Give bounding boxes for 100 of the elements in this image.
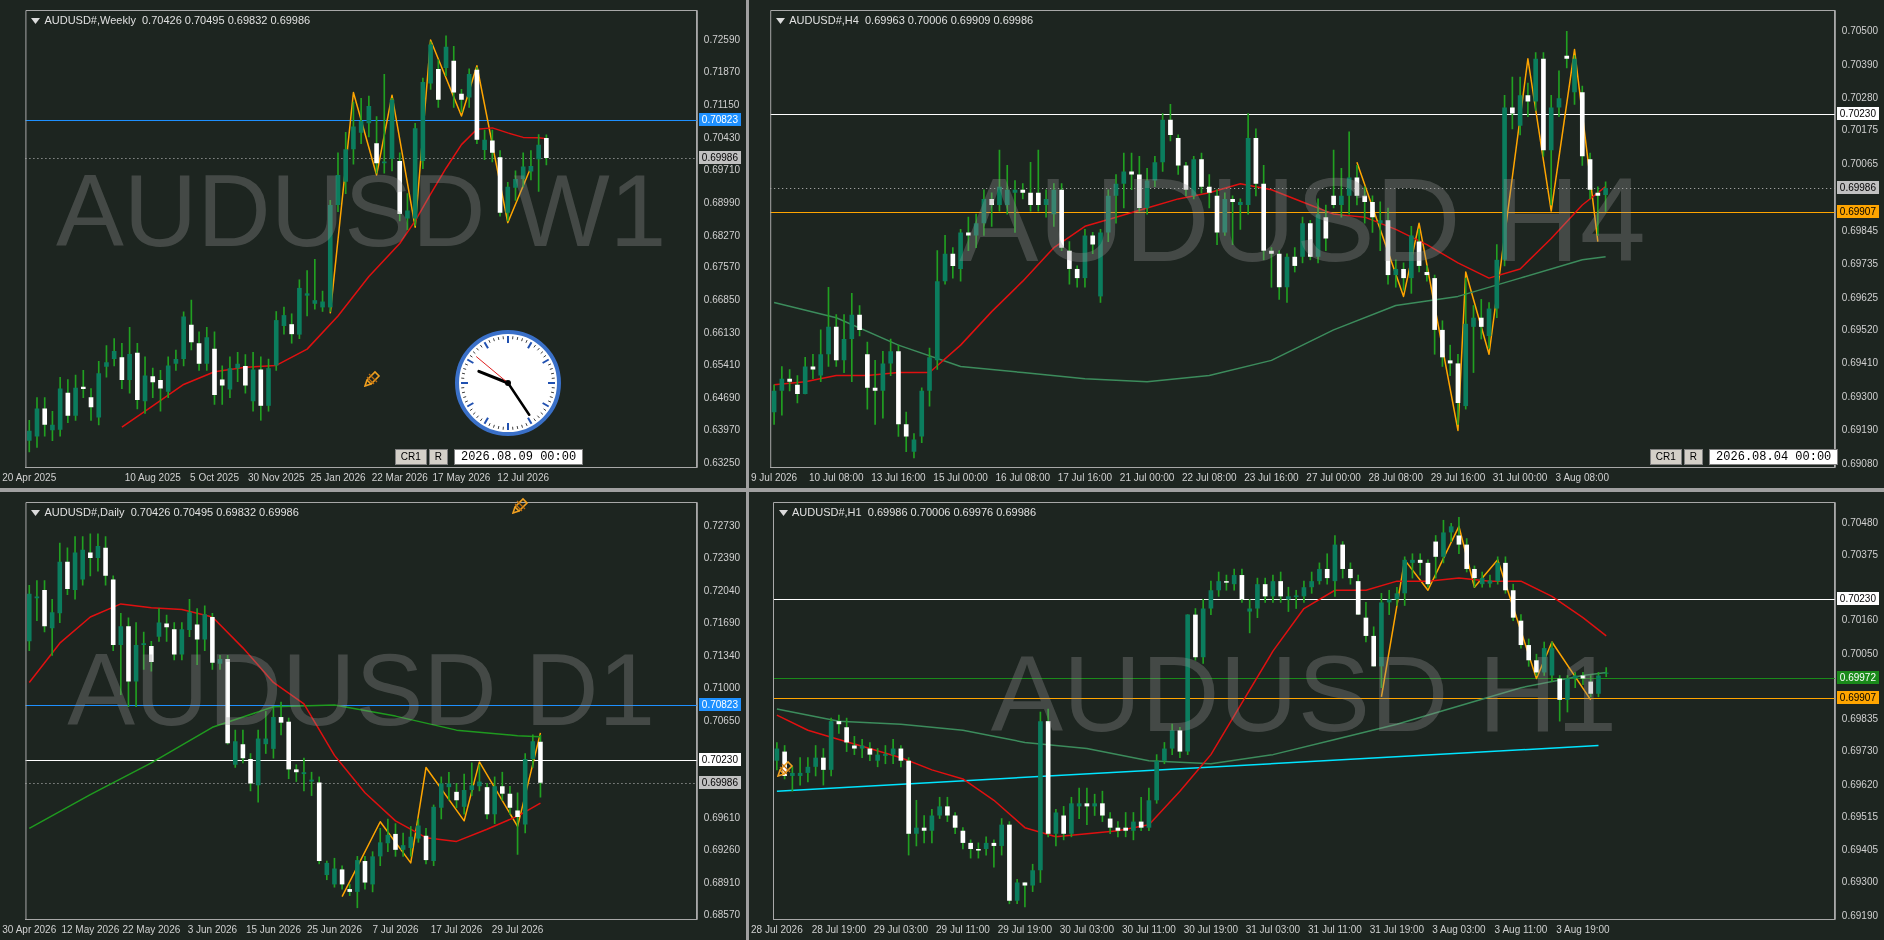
y-tick-label: 0.71340 [703,650,741,662]
y-tick-label: 0.66850 [703,293,741,305]
chart-title: AUDUSD#,Daily 0.70426 0.70495 0.69832 0.69986 [44,506,299,518]
candlestick [347,884,352,896]
y-tick-label: 0.69610 [703,811,741,823]
y-tick-label: 0.69845 [1841,224,1879,236]
y-tick-label: 0.69190 [1841,909,1879,921]
y-tick-label: 0.70280 [1841,92,1879,104]
y-tick-label: 0.65410 [703,359,741,371]
y-tick-label: 0.69835 [1841,713,1879,725]
x-tick-label: 9 Jul 2026 [751,471,798,483]
candlestick [1386,589,1392,615]
x-tick-label: 16 Jul 08:00 [995,471,1051,483]
x-tick-label: 17 May 2026 [432,471,491,483]
y-tick-label: 0.63970 [703,424,741,436]
ref-line-label: 0.70230 [698,753,741,767]
x-tick-label: 21 Jul 00:00 [1119,471,1175,483]
y-tick-label: 0.71000 [703,681,741,693]
chart-title: AUDUSD#,H1 0.69986 0.70006 0.69976 0.69986 [792,506,1037,518]
candlestick [150,367,156,398]
x-tick-label: 30 Jul 03:00 [1059,923,1115,935]
ref-line-label: 0.69986 [698,775,741,789]
candlestick [294,764,299,782]
y-tick-label: 0.70160 [1841,614,1879,626]
y-tick-label: 0.71870 [703,66,741,78]
y-tick-label: 0.70500 [1841,25,1879,37]
y-tick-label: 0.69735 [1841,258,1879,270]
chart-title: AUDUSD#,H4 0.69963 0.70006 0.69909 0.69986 [789,14,1034,26]
y-tick-label: 0.69710 [703,164,741,176]
y-tick-label: 0.69410 [1841,357,1879,369]
x-tick-label: 3 Aug 08:00 [1555,471,1610,483]
y-tick-label: 0.68910 [703,877,741,889]
y-tick-label: 0.69520 [1841,323,1879,335]
y-tick-label: 0.70650 [703,714,741,726]
y-tick-label: 0.64690 [703,391,741,403]
y-tick-label: 0.69405 [1841,844,1879,856]
annotation: 2026.08.04 00:00 [1709,449,1839,465]
candlestick [1293,589,1299,609]
x-tick-label: 3 Jun 2026 [187,923,238,935]
x-tick-label: 27 Jul 00:00 [1306,471,1362,483]
y-tick-label: 0.70430 [703,131,741,143]
ref-line-label: 0.70230 [1836,592,1879,606]
candlestick [1447,344,1453,376]
candlestick [173,349,179,371]
candlestick [381,74,387,174]
x-tick-label: 23 Jul 16:00 [1244,471,1300,483]
y-tick-label: 0.69080 [1841,457,1879,469]
x-tick-label: 12 May 2026 [61,923,120,935]
candlestick [1564,31,1570,69]
x-tick-label: 30 Jul 19:00 [1183,923,1239,935]
y-tick-label: 0.72040 [703,584,741,596]
ref-line-label: 0.69986 [1836,180,1879,194]
x-tick-label: 25 Jun 2026 [306,923,363,935]
x-tick-label: 12 Jul 2026 [497,471,550,483]
annotation: CR1 [394,449,427,465]
candlestick [1247,599,1252,634]
x-tick-label: 31 Jul 11:00 [1308,923,1363,935]
x-tick-label: 30 Apr 2026 [2,923,57,935]
y-tick-label: 0.63250 [703,457,741,469]
candlestick [88,533,93,577]
x-tick-label: 31 Jul 00:00 [1492,471,1548,483]
y-tick-label: 0.68990 [703,196,741,208]
ref-line-label: 0.69986 [698,150,741,164]
x-tick-label: 13 Jul 16:00 [871,471,927,483]
y-tick-label: 0.72730 [703,520,741,532]
x-tick-label: 30 Nov 2025 [247,471,306,483]
x-tick-label: 31 Jul 03:00 [1245,923,1301,935]
annotation: CR1 [1649,449,1682,465]
y-tick-label: 0.68570 [703,909,741,921]
y-tick-label: 0.70065 [1841,157,1879,169]
x-tick-label: 29 Jul 19:00 [997,923,1053,935]
y-tick-label: 0.70375 [1841,549,1879,561]
x-tick-label: 28 Jul 19:00 [811,923,867,935]
y-tick-label: 0.71690 [703,617,741,629]
candlestick [810,353,816,379]
y-tick-label: 0.70390 [1841,58,1879,70]
candlestick [219,365,225,405]
x-tick-label: 3 Aug 03:00 [1432,923,1487,935]
x-tick-label: 31 Jul 19:00 [1369,923,1425,935]
candlestick [80,370,86,398]
ref-line-label: 0.69907 [1836,690,1879,704]
y-tick-label: 0.68270 [703,229,741,241]
x-tick-label: 29 Jul 2026 [491,923,544,935]
y-tick-label: 0.70175 [1841,124,1879,136]
annotation: R [428,449,448,465]
y-tick-label: 0.72590 [703,33,741,45]
chart-title: AUDUSD#,Weekly 0.70426 0.70495 0.69832 0.69986 [44,14,311,26]
y-tick-label: 0.70480 [1841,517,1879,529]
y-tick-label: 0.67570 [703,261,741,273]
ref-line-label: 0.70823 [698,697,741,711]
x-tick-label: 17 Jul 16:00 [1057,471,1113,483]
x-tick-label: 10 Aug 2025 [124,471,182,483]
candlestick [446,771,452,801]
x-tick-label: 10 Jul 08:00 [809,471,864,483]
y-tick-label: 0.71150 [703,98,740,110]
y-tick-label: 0.70050 [1841,647,1879,659]
x-tick-label: 17 Jul 2026 [430,923,483,935]
candlestick [312,259,318,310]
y-tick-label: 0.66130 [703,326,741,338]
x-tick-label: 25 Jan 2026 [310,471,366,483]
